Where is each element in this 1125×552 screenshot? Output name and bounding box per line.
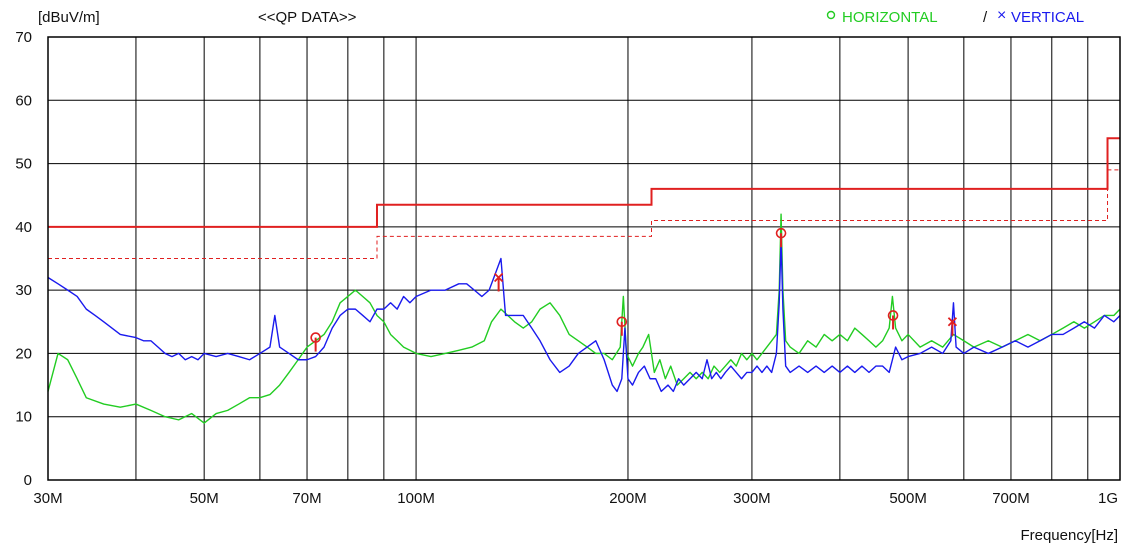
y-tick-label: 20 xyxy=(15,345,32,362)
y-tick-label: 50 xyxy=(15,156,32,173)
y-tick-label: 30 xyxy=(15,282,32,299)
x-tick-label: 500M xyxy=(889,490,927,507)
series-lines xyxy=(47,213,1121,424)
limit-lines xyxy=(48,137,1120,259)
x-tick-label: 200M xyxy=(609,490,647,507)
x-tick-label: 300M xyxy=(733,490,771,507)
legend-marker-vertical: × xyxy=(997,7,1006,24)
qp-markers xyxy=(310,227,958,352)
x-tick-label: 30M xyxy=(33,490,62,507)
x-tick-label: 700M xyxy=(992,490,1030,507)
y-tick-label: 10 xyxy=(15,409,32,426)
y-tick-label: 40 xyxy=(15,219,32,236)
plot-frame xyxy=(47,36,1121,481)
qp-marker-horizontal xyxy=(775,227,787,239)
series-line-horizontal xyxy=(47,213,1121,424)
x-tick-label: 100M xyxy=(397,490,435,507)
y-axis-label: [dBuV/m] xyxy=(38,9,100,26)
qp-marker-vertical xyxy=(493,272,504,283)
x-tick-label: 70M xyxy=(292,490,321,507)
qp-marker-horizontal xyxy=(616,316,628,328)
qp-marker-vertical xyxy=(947,317,958,327)
legend-label-horizontal: HORIZONTAL xyxy=(842,9,938,26)
y-tick-label: 60 xyxy=(15,92,32,109)
x-tick-label: 1G xyxy=(1098,490,1118,507)
y-tick-labels: 0 10 20 30 40 50 60 70 xyxy=(15,29,32,489)
chart-subtitle: <<QP DATA>> xyxy=(258,9,357,26)
x-tick-labels: 30M 50M 70M 100M 200M 300M 500M 700M 1G xyxy=(33,490,1118,507)
legend-label-vertical: VERTICAL xyxy=(1011,9,1084,26)
legend-separator: / xyxy=(983,9,988,26)
limit-line-qp xyxy=(48,137,1120,228)
qp-marker-horizontal xyxy=(310,332,321,343)
legend: HORIZONTAL / × VERTICAL xyxy=(826,7,1084,26)
series-line-vertical xyxy=(47,238,1121,393)
y-tick-label: 0 xyxy=(24,472,32,489)
qp-marker-horizontal xyxy=(887,310,899,321)
y-tick-label: 70 xyxy=(15,29,32,46)
legend-marker-horizontal xyxy=(826,10,836,20)
x-axis-label: Frequency[Hz] xyxy=(1020,527,1118,544)
x-tick-label: 50M xyxy=(190,490,219,507)
limit-line-margin xyxy=(48,169,1120,259)
